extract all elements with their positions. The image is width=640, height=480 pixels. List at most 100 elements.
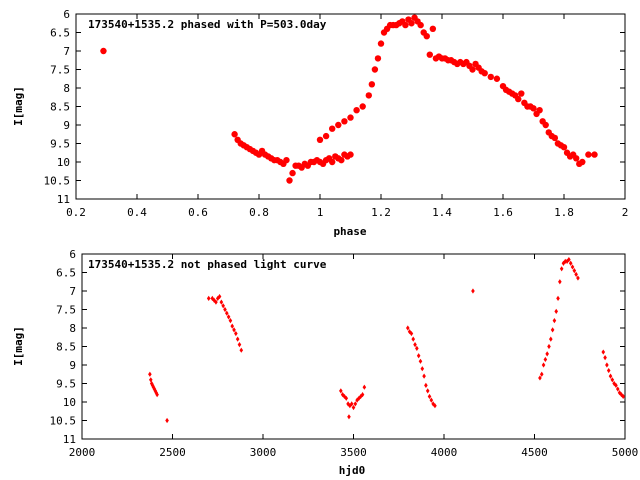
data-point [548,336,553,342]
data-point [423,33,430,40]
data-point [374,55,382,62]
data-point [214,299,218,305]
data-point [286,177,293,184]
y-tick-label: 8 [69,322,76,335]
data-point [362,384,367,390]
x-tick-label: 4500 [521,446,548,459]
data-point [429,25,437,32]
data-point [427,393,432,400]
data-point [570,264,575,270]
data-point [219,299,224,305]
data-point [560,144,568,151]
data-point [615,386,620,392]
data-point [316,136,324,143]
x-tick-label: 1.6 [493,206,513,219]
x-axis-label: hjd0 [339,464,366,477]
x-tick-label: 1.8 [554,206,574,219]
y-tick-label: 6.5 [56,267,76,280]
x-tick-label: 5000 [612,446,639,459]
y-tick-label: 8 [63,82,70,95]
data-point [547,343,551,350]
data-point [408,20,415,27]
data-point [234,330,238,337]
data-point [148,377,153,383]
x-tick-label: 2500 [159,446,186,459]
data-point [223,306,227,313]
x-axis-label: phase [333,225,366,238]
data-point [225,310,229,316]
data-point [226,314,231,320]
y-tick-label: 8.5 [50,101,70,114]
data-point [539,371,544,377]
data-point [536,107,543,114]
data-point [572,268,577,274]
chart-title: 173540+1535.2 phased with P=503.0day [88,18,327,31]
y-axis-label: I[mag] [12,86,25,126]
data-point [551,134,559,142]
y-tick-label: 10 [57,156,70,169]
data-point [576,275,580,281]
data-point [545,351,549,357]
data-point [425,388,430,394]
data-point [558,279,562,285]
y-tick-label: 6 [63,8,70,21]
x-tick-label: 3000 [250,446,277,459]
y-tick-label: 7 [63,45,70,58]
data-point [420,366,425,372]
data-point [283,156,290,164]
data-point [556,295,560,301]
data-point [377,40,385,47]
data-point [215,295,220,301]
data-points [100,14,598,184]
x-tick-label: 2000 [69,446,96,459]
data-point [579,158,586,166]
data-point [235,336,240,342]
data-point [365,92,372,99]
data-point [221,303,225,309]
y-tick-label: 7.5 [50,64,70,77]
data-point [550,327,555,333]
data-point [574,271,578,277]
data-point [471,288,475,294]
data-point [353,401,358,407]
data-point [206,295,211,301]
x-tick-label: 1.4 [432,206,452,219]
data-point [603,355,607,361]
data-point [610,377,615,383]
x-tick-label: 0.4 [127,206,147,219]
x-tick-label: 2 [622,206,629,219]
data-point [368,81,376,88]
data-point [346,401,350,407]
data-point [487,73,494,81]
data-point [357,395,361,401]
data-point [407,329,412,335]
data-point [232,327,236,333]
data-point [347,114,354,121]
phased-light-curve-panel: 0.2 0.4 0.6 0.8 1 1.2 1.4 1.6 1.8 2 6 6.5 7 7.5 8 8.5 9 9… [12,8,628,238]
y-tick-label: 8.5 [56,341,76,354]
data-point [210,295,215,301]
data-point [573,155,580,162]
data-point [619,392,624,398]
data-point [335,121,342,129]
data-point [409,330,414,337]
data-point [231,131,238,138]
data-point [411,336,416,342]
data-point [417,21,424,29]
data-point [355,397,359,403]
data-point [338,156,345,164]
data-point [541,362,546,368]
data-point [152,386,157,392]
data-point [567,256,571,263]
data-point [415,345,419,351]
data-point [165,417,169,424]
y-tick-label: 6.5 [50,27,70,40]
data-point [329,158,336,166]
data-point [289,169,296,177]
y-tick-label: 7.5 [56,304,76,317]
y-tick-label: 10.5 [50,415,77,428]
data-point [351,404,356,411]
data-point [614,382,618,388]
data-point [358,393,363,400]
data-point [515,95,522,103]
